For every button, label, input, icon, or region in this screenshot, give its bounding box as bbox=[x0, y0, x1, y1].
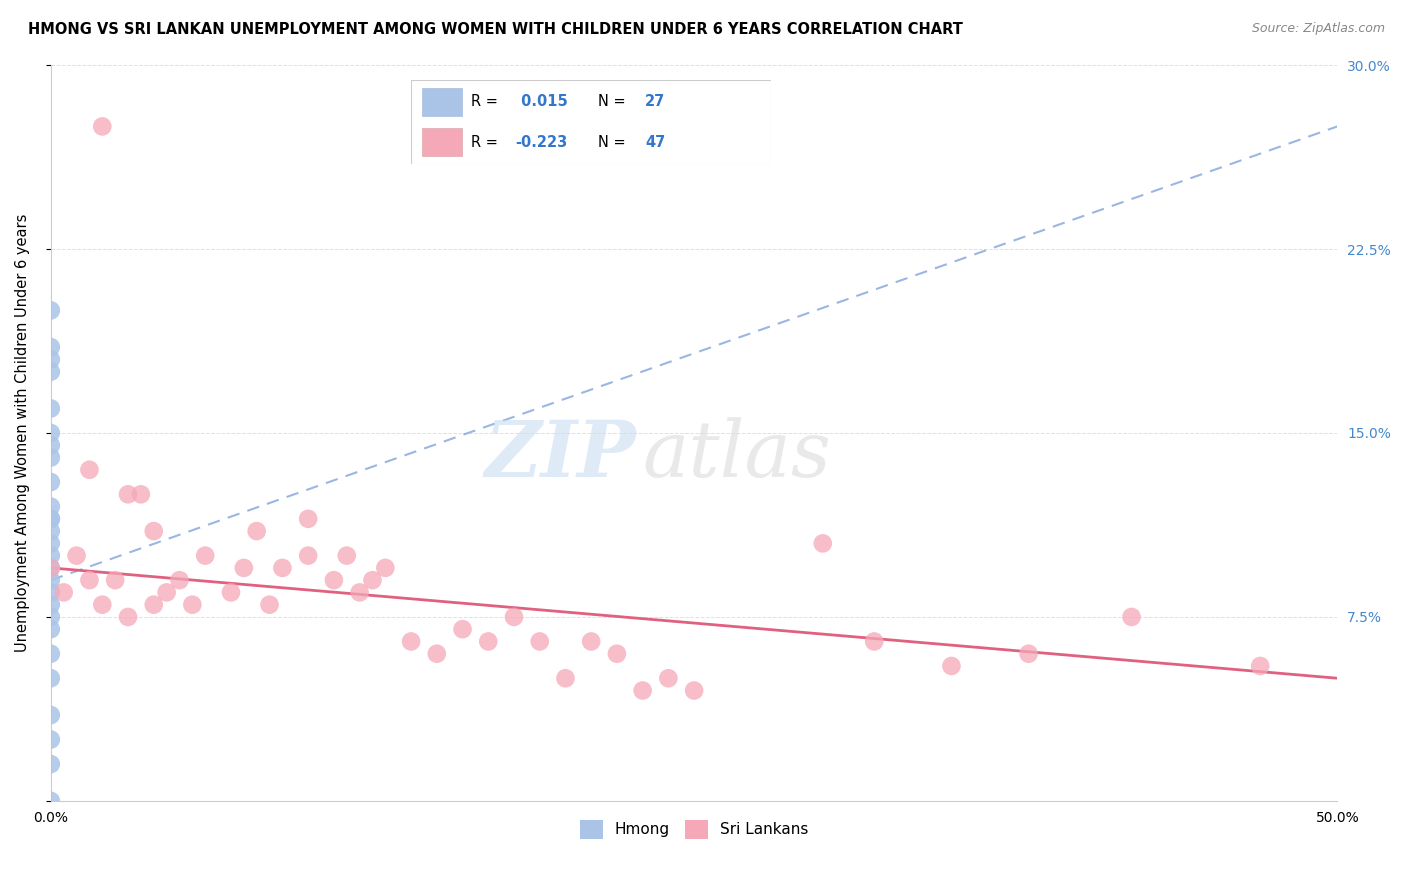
Point bbox=[39, 549, 62, 563]
Point bbox=[79, 463, 101, 477]
Point bbox=[39, 573, 62, 587]
Point bbox=[39, 622, 62, 636]
Point bbox=[1018, 647, 1040, 661]
Point bbox=[426, 647, 449, 661]
Point bbox=[181, 598, 204, 612]
Point bbox=[39, 475, 62, 489]
Point bbox=[606, 647, 628, 661]
Point bbox=[39, 512, 62, 526]
Point bbox=[579, 634, 602, 648]
Point bbox=[811, 536, 834, 550]
Point bbox=[297, 512, 319, 526]
Point bbox=[117, 487, 139, 501]
Point bbox=[39, 512, 62, 526]
Y-axis label: Unemployment Among Women with Children Under 6 years: Unemployment Among Women with Children U… bbox=[15, 214, 30, 652]
Point bbox=[39, 598, 62, 612]
Point bbox=[169, 573, 191, 587]
Point bbox=[529, 634, 551, 648]
Point bbox=[477, 634, 499, 648]
Point bbox=[142, 598, 165, 612]
Point bbox=[232, 561, 254, 575]
Point bbox=[39, 561, 62, 575]
Point bbox=[39, 438, 62, 452]
Text: atlas: atlas bbox=[643, 417, 831, 493]
Point bbox=[39, 757, 62, 772]
Point bbox=[1121, 610, 1143, 624]
Point bbox=[297, 549, 319, 563]
Point bbox=[194, 549, 217, 563]
Point bbox=[503, 610, 526, 624]
Point bbox=[129, 487, 152, 501]
Point bbox=[39, 708, 62, 723]
Point bbox=[142, 524, 165, 538]
Point bbox=[39, 352, 62, 367]
Point bbox=[39, 732, 62, 747]
Point bbox=[104, 573, 127, 587]
Point bbox=[39, 610, 62, 624]
Point bbox=[39, 794, 62, 808]
Point bbox=[219, 585, 242, 599]
Point bbox=[259, 598, 281, 612]
Point bbox=[271, 561, 294, 575]
Point bbox=[554, 671, 576, 685]
Point bbox=[39, 536, 62, 550]
Point bbox=[631, 683, 654, 698]
Point bbox=[1249, 659, 1271, 673]
Point bbox=[91, 598, 114, 612]
Text: Source: ZipAtlas.com: Source: ZipAtlas.com bbox=[1251, 22, 1385, 36]
Point bbox=[39, 647, 62, 661]
Point bbox=[322, 573, 344, 587]
Point bbox=[39, 450, 62, 465]
Point bbox=[91, 120, 114, 134]
Point bbox=[683, 683, 706, 698]
Point bbox=[399, 634, 422, 648]
Point bbox=[117, 610, 139, 624]
Legend: Hmong, Sri Lankans: Hmong, Sri Lankans bbox=[574, 814, 814, 845]
Point bbox=[657, 671, 679, 685]
Point bbox=[39, 303, 62, 318]
Point bbox=[39, 671, 62, 685]
Point bbox=[39, 365, 62, 379]
Point bbox=[39, 340, 62, 354]
Point bbox=[374, 561, 396, 575]
Point bbox=[52, 585, 75, 599]
Point bbox=[361, 573, 384, 587]
Point bbox=[39, 561, 62, 575]
Point bbox=[349, 585, 371, 599]
Point bbox=[246, 524, 269, 538]
Point bbox=[863, 634, 886, 648]
Point bbox=[336, 549, 359, 563]
Point bbox=[451, 622, 474, 636]
Point bbox=[156, 585, 179, 599]
Point bbox=[39, 425, 62, 440]
Point bbox=[39, 585, 62, 599]
Point bbox=[39, 401, 62, 416]
Point bbox=[65, 549, 87, 563]
Point bbox=[39, 524, 62, 538]
Point bbox=[79, 573, 101, 587]
Point bbox=[39, 500, 62, 514]
Text: HMONG VS SRI LANKAN UNEMPLOYMENT AMONG WOMEN WITH CHILDREN UNDER 6 YEARS CORRELA: HMONG VS SRI LANKAN UNEMPLOYMENT AMONG W… bbox=[28, 22, 963, 37]
Point bbox=[941, 659, 963, 673]
Text: ZIP: ZIP bbox=[485, 417, 637, 493]
